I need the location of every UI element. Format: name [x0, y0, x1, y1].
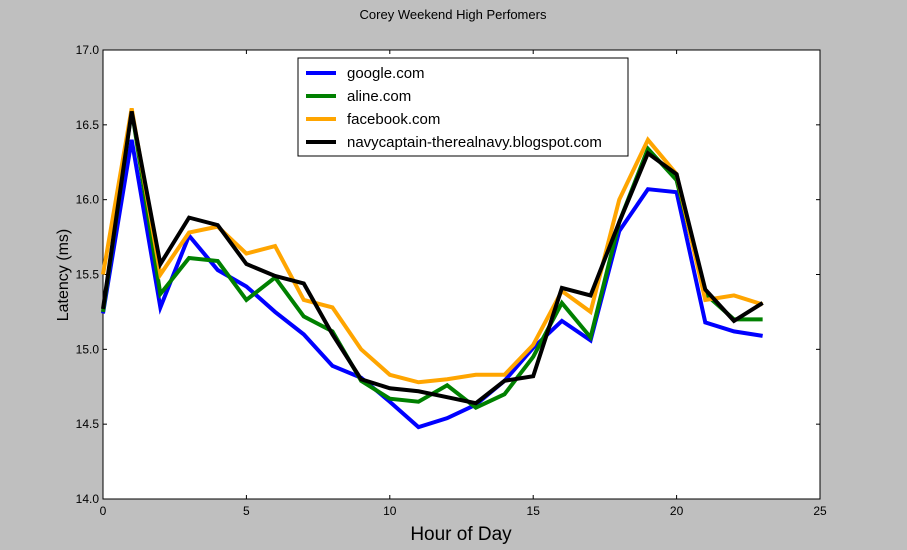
x-tick-label: 5: [243, 504, 250, 518]
y-axis-label: Latency (ms): [55, 229, 72, 321]
x-axis-label: Hour of Day: [410, 524, 512, 545]
y-tick-label: 15.5: [76, 268, 100, 282]
x-tick-label: 25: [813, 504, 827, 518]
y-tick-label: 15.0: [76, 342, 100, 356]
series-lines: [101, 108, 764, 430]
legend-label: navycaptain-therealnavy.blogspot.com: [347, 134, 602, 151]
legend-label: aline.com: [347, 88, 411, 105]
legend-label: facebook.com: [347, 111, 440, 128]
series-line-3: [101, 110, 764, 406]
legend-label: google.com: [347, 65, 425, 82]
y-tick-label: 16.5: [76, 118, 100, 132]
axis-ticks: 0 5 10 15 20 25 14.0 14.5 15.0 15.5 16.0 16.5 17.0: [76, 43, 827, 518]
x-tick-label: 10: [383, 504, 397, 518]
chart-title: Corey Weekend High Perfomers: [360, 7, 547, 22]
y-tick-label: 14.0: [76, 492, 100, 506]
legend-box: [297, 57, 629, 157]
x-tick-label: 0: [100, 504, 107, 518]
series-line-0: [101, 139, 763, 430]
series-line-2: [101, 108, 764, 385]
x-tick-label: 20: [670, 504, 684, 518]
legend: google.com aline.com facebook.com navycapta…: [297, 57, 629, 157]
x-tick-label: 15: [527, 504, 541, 518]
y-tick-label: 14.5: [76, 417, 100, 431]
y-tick-label: 17.0: [76, 43, 100, 57]
legend-entries: google.com aline.com facebook.com navycapta…: [306, 65, 602, 151]
y-tick-label: 16.0: [76, 193, 100, 207]
